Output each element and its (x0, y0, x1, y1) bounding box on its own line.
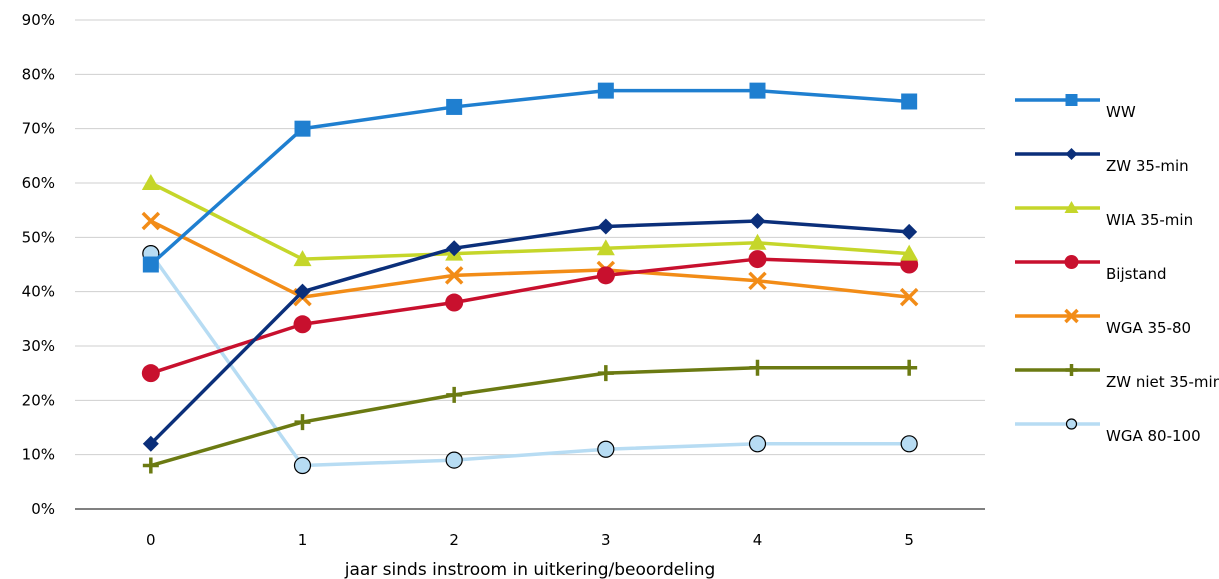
data-point (901, 359, 918, 376)
data-point (597, 440, 615, 458)
data-point (293, 250, 312, 267)
data-point (749, 82, 766, 99)
data-point (446, 386, 463, 403)
data-point (900, 244, 919, 261)
y-tick-label: 80% (22, 65, 55, 83)
y-tick-label: 60% (22, 174, 55, 192)
y-tick-label: 40% (22, 283, 55, 301)
series-wia-35-min (141, 174, 919, 267)
y-tick-label: 70% (22, 120, 55, 138)
legend-label: Bijstand (1106, 265, 1167, 283)
data-point (748, 435, 767, 453)
y-tick-label: 20% (22, 391, 55, 409)
data-point (1064, 308, 1079, 324)
x-tick-label: 2 (449, 531, 459, 549)
legend-label: WIA 35-min (1106, 211, 1193, 229)
x-axis-ticks: 0 1 2 3 4 5 (146, 531, 914, 549)
series-wga-80-100 (142, 245, 918, 475)
data-point (1064, 255, 1079, 269)
data-point (899, 287, 919, 307)
data-point (1065, 364, 1078, 376)
data-point (1064, 201, 1079, 213)
data-point (141, 174, 160, 190)
legend-item: ZW niet 35-min (1015, 364, 1219, 391)
data-point (141, 211, 161, 231)
data-point (900, 435, 918, 453)
legend-label: WW (1106, 103, 1136, 121)
data-point (748, 250, 767, 269)
x-tick-label: 4 (753, 531, 763, 549)
y-tick-label: 10% (22, 446, 55, 464)
data-point (445, 451, 463, 469)
y-tick-label: 90% (22, 11, 55, 29)
series-line (149, 88, 910, 266)
data-point (293, 315, 312, 334)
data-point (142, 256, 159, 273)
x-tick-label: 1 (298, 531, 308, 549)
data-point (1065, 418, 1078, 430)
series-zw-niet-35-min (142, 359, 918, 474)
data-point (749, 213, 766, 230)
data-point (596, 266, 615, 285)
data-point (294, 120, 311, 137)
data-point (597, 82, 614, 99)
series-line (150, 257, 910, 375)
data-point (445, 293, 464, 312)
data-point (748, 233, 767, 250)
data-point (901, 223, 918, 240)
x-tick-label: 3 (601, 531, 611, 549)
legend-item: WW (1015, 94, 1136, 121)
series-line (149, 219, 910, 446)
data-point (446, 98, 463, 115)
data-point (748, 271, 767, 291)
series-group (141, 82, 919, 475)
data-point (294, 283, 311, 300)
data-point (294, 414, 311, 431)
series-zw-35-min (142, 213, 918, 452)
data-point (1065, 94, 1078, 106)
series-bijstand (141, 250, 919, 383)
x-axis-label: jaar sinds instroom in uitkering/beoorde… (344, 560, 716, 579)
data-point (596, 239, 615, 256)
data-point (597, 218, 614, 235)
data-point (597, 365, 614, 382)
y-tick-label: 0% (31, 500, 55, 518)
data-point (749, 359, 766, 376)
data-point (141, 364, 160, 383)
data-point (142, 457, 159, 474)
series-line (150, 181, 910, 261)
series-ww (142, 82, 918, 273)
y-tick-label: 30% (22, 337, 55, 355)
data-point (293, 456, 312, 475)
legend-item: ZW 35-min (1015, 148, 1189, 175)
x-tick-label: 0 (146, 531, 156, 549)
data-point (444, 266, 464, 285)
legend-item: WIA 35-min (1015, 201, 1193, 229)
legend: WW ZW 35-min WIA 35-min Bijstand WGA 35-80 ZW… (1015, 94, 1219, 445)
x-tick-label: 5 (904, 531, 914, 549)
legend-item: WGA 80-100 (1015, 418, 1201, 445)
series-line (150, 219, 910, 299)
series-line (150, 365, 910, 468)
y-axis-ticks: 0% 10% 20% 30% 40% 50% 60% 70% 80% 90% (22, 11, 55, 518)
legend-label: WGA 35-80 (1106, 319, 1191, 337)
legend-label: ZW niet 35-min (1106, 373, 1219, 391)
legend-item: WGA 35-80 (1015, 308, 1191, 337)
y-tick-label: 50% (22, 228, 55, 246)
legend-label: ZW 35-min (1106, 157, 1189, 175)
data-point (446, 240, 463, 257)
legend-item: Bijstand (1015, 255, 1167, 283)
data-point (1065, 148, 1078, 160)
data-point (142, 435, 159, 452)
legend-label: WGA 80-100 (1106, 427, 1201, 445)
data-point (901, 93, 918, 110)
